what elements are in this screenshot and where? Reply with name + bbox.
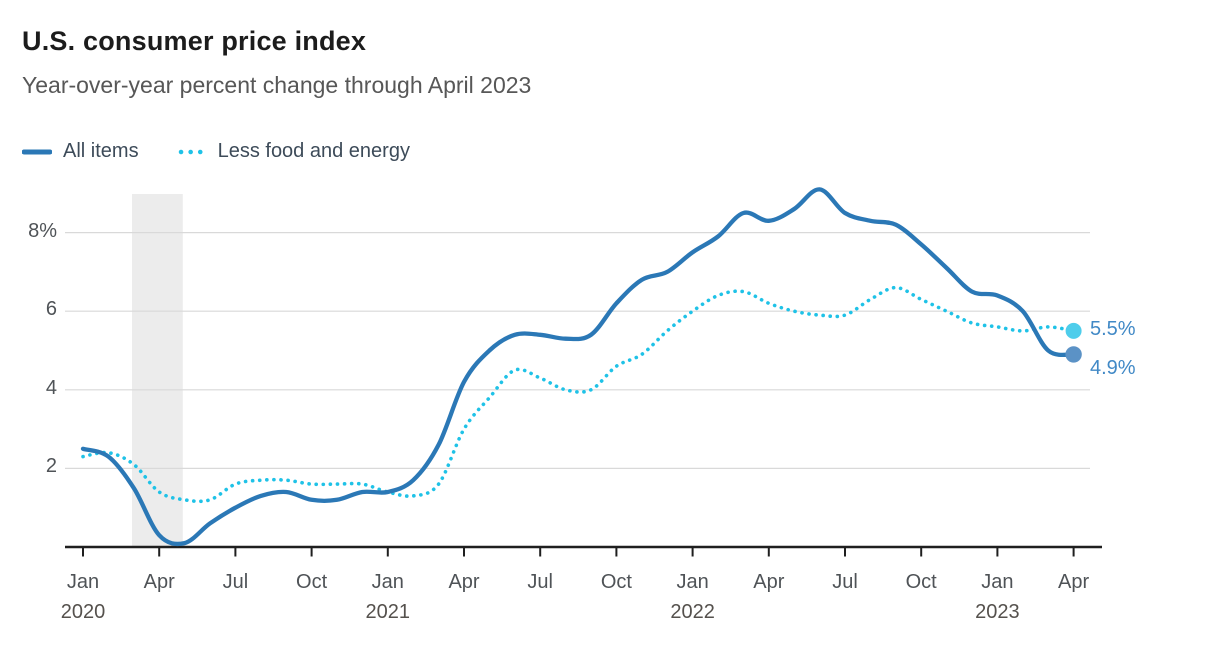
x-axis-month-label: Apr <box>1058 571 1090 593</box>
dotted-line-swatch-icon <box>178 149 206 154</box>
y-axis-label: 2 <box>45 455 57 478</box>
end-value-label-less-food-energy: 5.5% <box>1090 318 1136 340</box>
x-axis-month-label: Jan <box>371 571 404 593</box>
chart-title: U.S. consumer price index <box>22 26 367 56</box>
all-items-line <box>80 187 1076 547</box>
all-items-end-dot <box>1065 346 1082 363</box>
solid-line-swatch-icon <box>22 149 52 154</box>
x-axis-month-label: Apr <box>448 571 480 593</box>
less-food-and-energy-end-dot <box>1065 322 1082 339</box>
legend-item-less-food-energy: Less food and energy <box>177 140 410 163</box>
recession-band <box>132 194 183 547</box>
y-axis-label: 6 <box>45 298 57 321</box>
end-value-label-all-items: 4.9% <box>1090 357 1136 379</box>
x-axis-year-label: 2022 <box>670 601 715 623</box>
x-axis-month-label: Jul <box>832 571 858 593</box>
legend-item-all-items: All items <box>22 140 139 163</box>
x-axis-month-label: Jan <box>66 571 100 593</box>
legend: All items Less food and energy <box>22 140 410 163</box>
x-axis-year-label: 2021 <box>365 601 411 623</box>
x-axis-month-label: Oct <box>905 571 937 593</box>
x-axis-month-label: Oct <box>600 571 632 593</box>
x-axis-month-label: Oct <box>296 571 328 593</box>
x-axis-month-label: Jul <box>527 571 553 593</box>
legend-label-less-food-energy: Less food and energy <box>217 140 410 162</box>
x-axis-year-label: 2023 <box>975 601 1020 623</box>
less-food-and-energy-line <box>81 285 1076 504</box>
y-axis-label: 8% <box>28 219 57 242</box>
x-axis-month-label: Apr <box>753 571 785 593</box>
x-axis-month-label: Jan <box>981 571 1014 593</box>
chart-subtitle: Year-over-year percent change through Ap… <box>22 72 532 98</box>
y-axis-label: 4 <box>45 376 57 399</box>
legend-label-all-items: All items <box>63 140 139 162</box>
x-axis-month-label: Apr <box>143 571 175 593</box>
x-axis-month-label: Jan <box>676 571 709 593</box>
x-axis-year-label: 2020 <box>60 601 106 623</box>
x-axis-month-label: Jul <box>222 571 249 593</box>
